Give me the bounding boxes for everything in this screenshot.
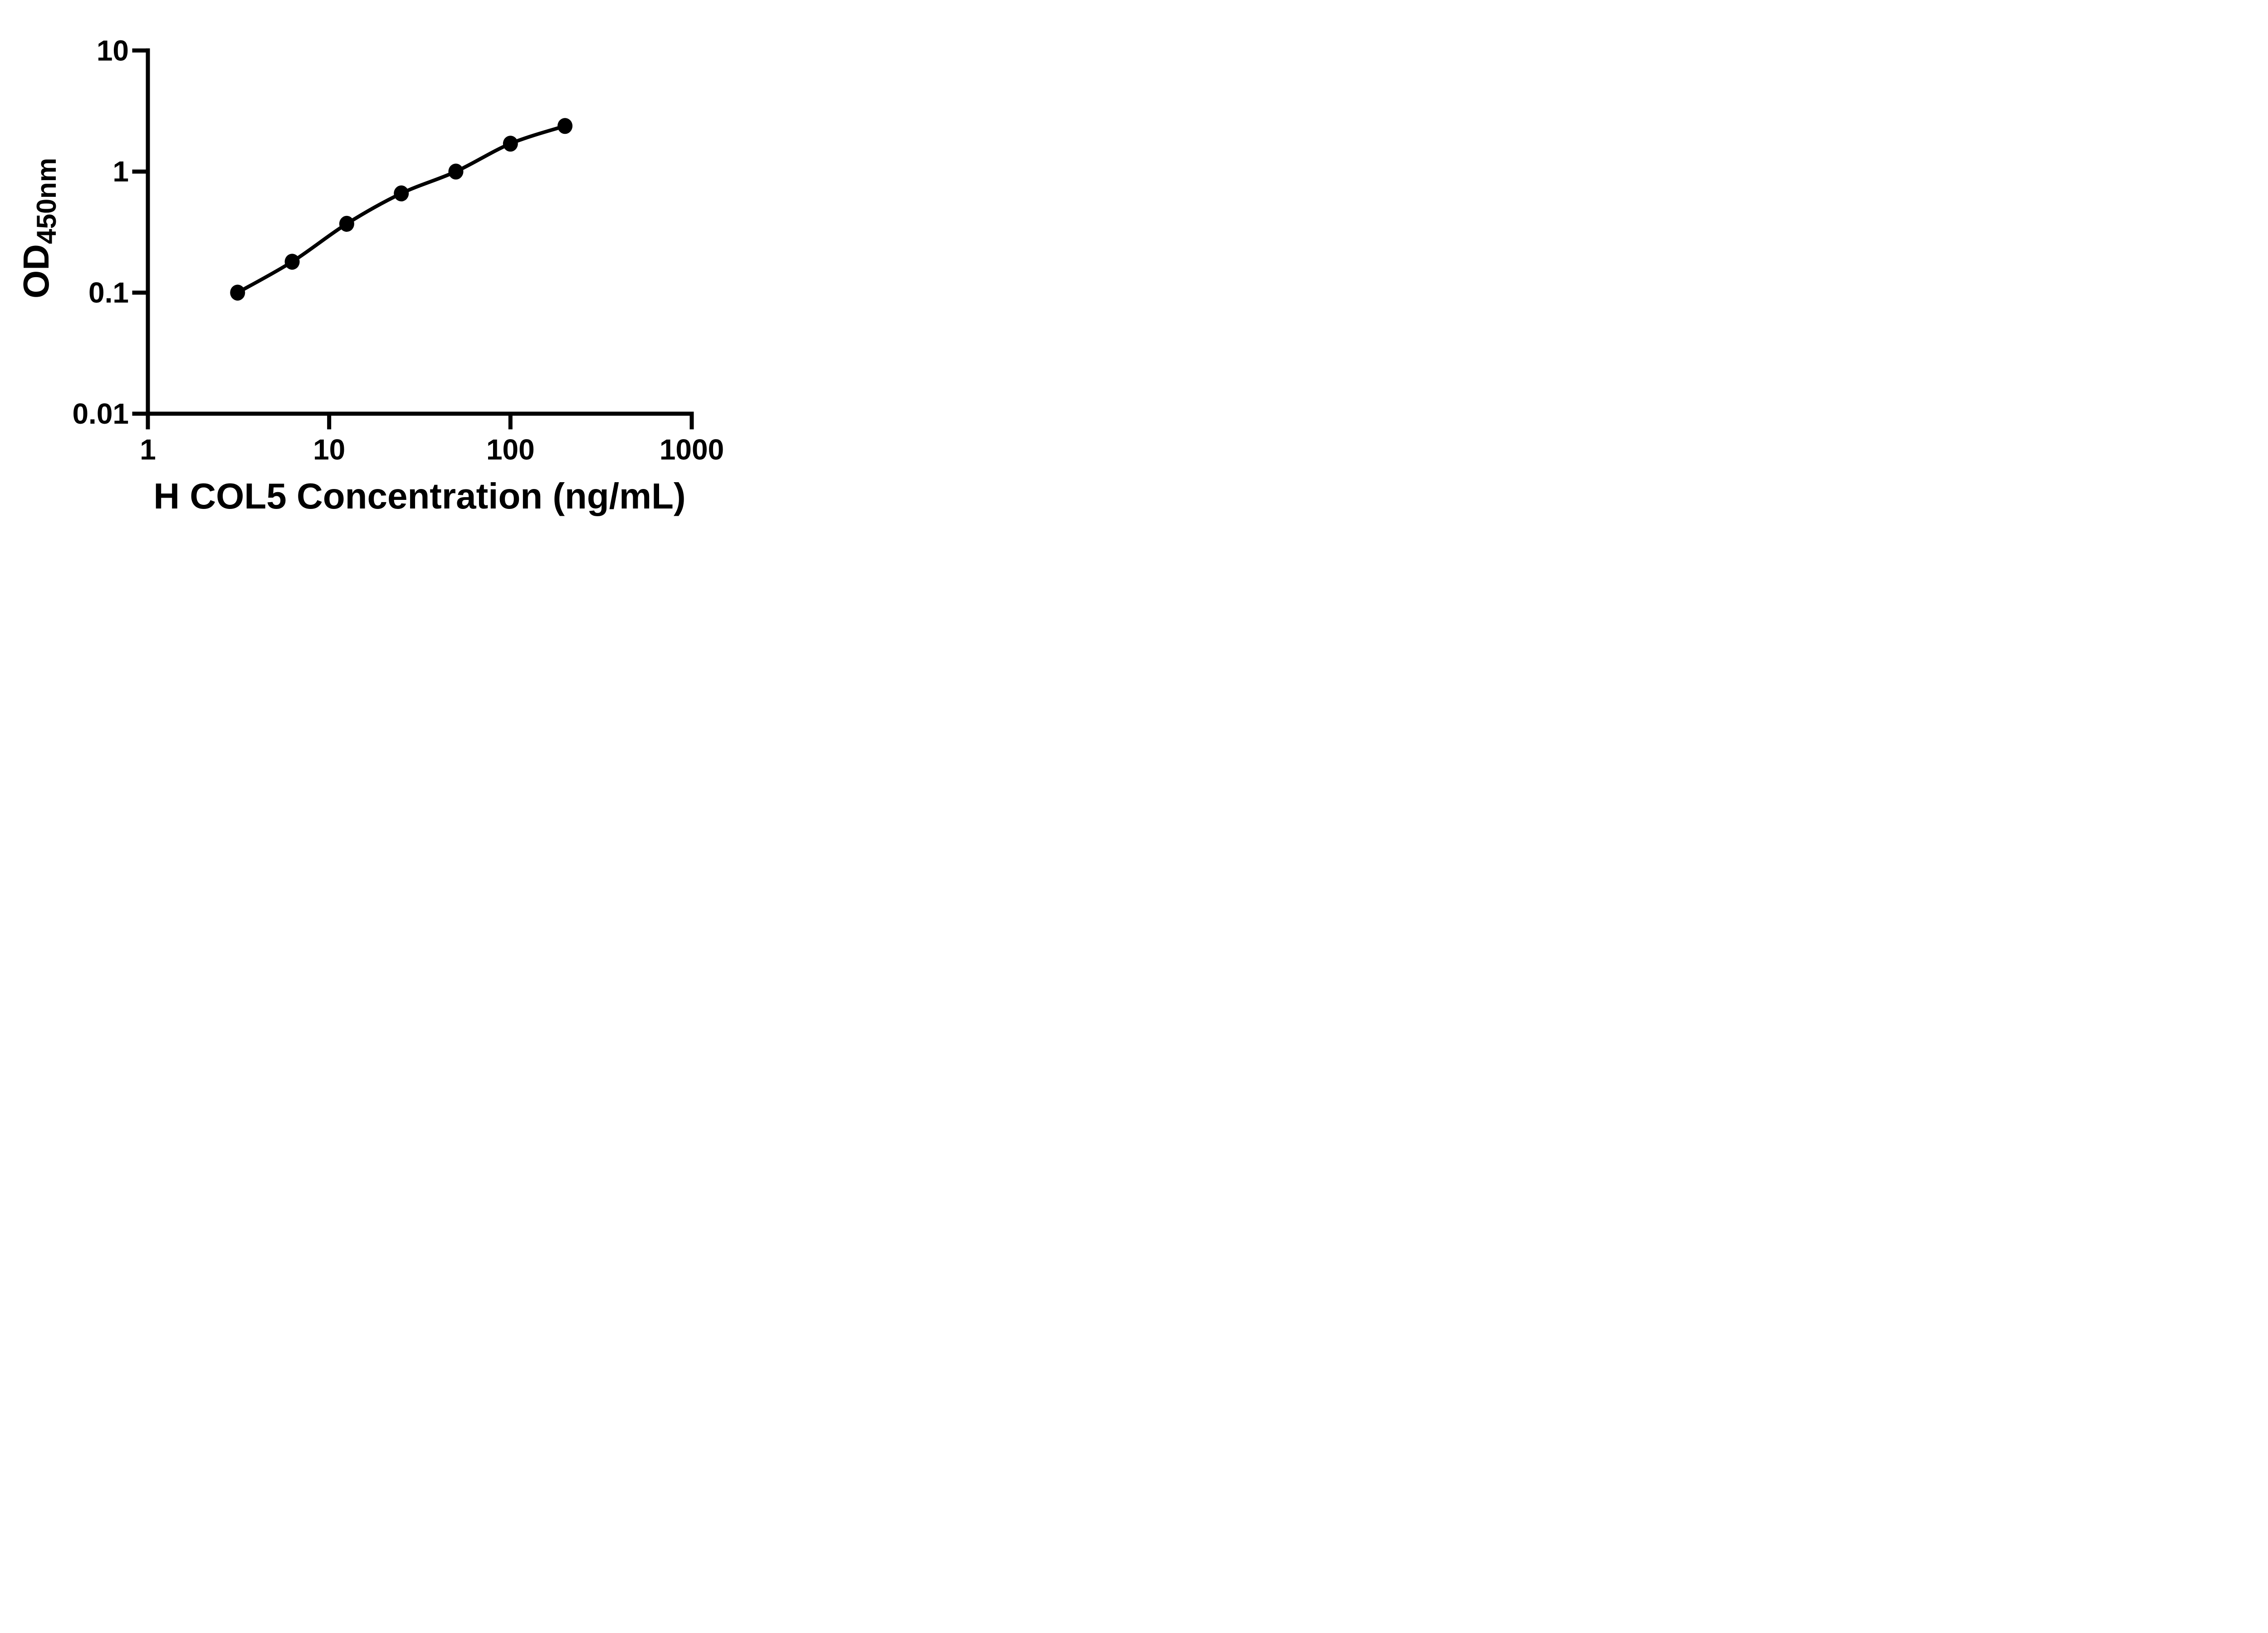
data-point-3 (394, 185, 409, 201)
data-point-5 (503, 136, 518, 152)
curve (236, 124, 566, 294)
y-tick-label-0: 10 (97, 34, 129, 67)
data-point-2 (339, 215, 354, 232)
axis-ticks (132, 48, 694, 430)
y-tick-label-3: 0.01 (72, 397, 129, 430)
data-points (230, 118, 573, 301)
y-axis-title-subscript: 450nm (31, 158, 62, 244)
y-tick-label-2: 0.1 (88, 276, 129, 309)
x-axis-title: H COL5 Concentration (ng/mL) (153, 476, 685, 516)
data-point-0 (230, 284, 245, 301)
axis-spine (146, 48, 694, 416)
data-point-1 (284, 254, 300, 270)
x-tick-label-0: 1 (140, 433, 156, 466)
axis-tick-labels: 10 1 0.1 0.01 1 10 100 1000 (72, 34, 724, 466)
elisa-standard-curve-figure: 10 1 0.1 0.01 1 10 100 1000 H COL5 Concentratio… (0, 0, 776, 544)
x-tick-label-2: 100 (486, 433, 535, 466)
y-axis-title-base: OD (16, 244, 56, 298)
y-axis-title: OD450nm (16, 158, 62, 298)
standard-curve-line (236, 124, 566, 294)
y-tick-label-1: 1 (112, 155, 129, 188)
chart-canvas: 10 1 0.1 0.01 1 10 100 1000 H COL5 Concentratio… (16, 34, 724, 516)
x-tick-label-1: 10 (313, 433, 345, 466)
data-point-6 (557, 118, 573, 134)
x-tick-label-3: 1000 (660, 433, 724, 466)
data-point-4 (448, 163, 464, 180)
axes (146, 48, 694, 416)
